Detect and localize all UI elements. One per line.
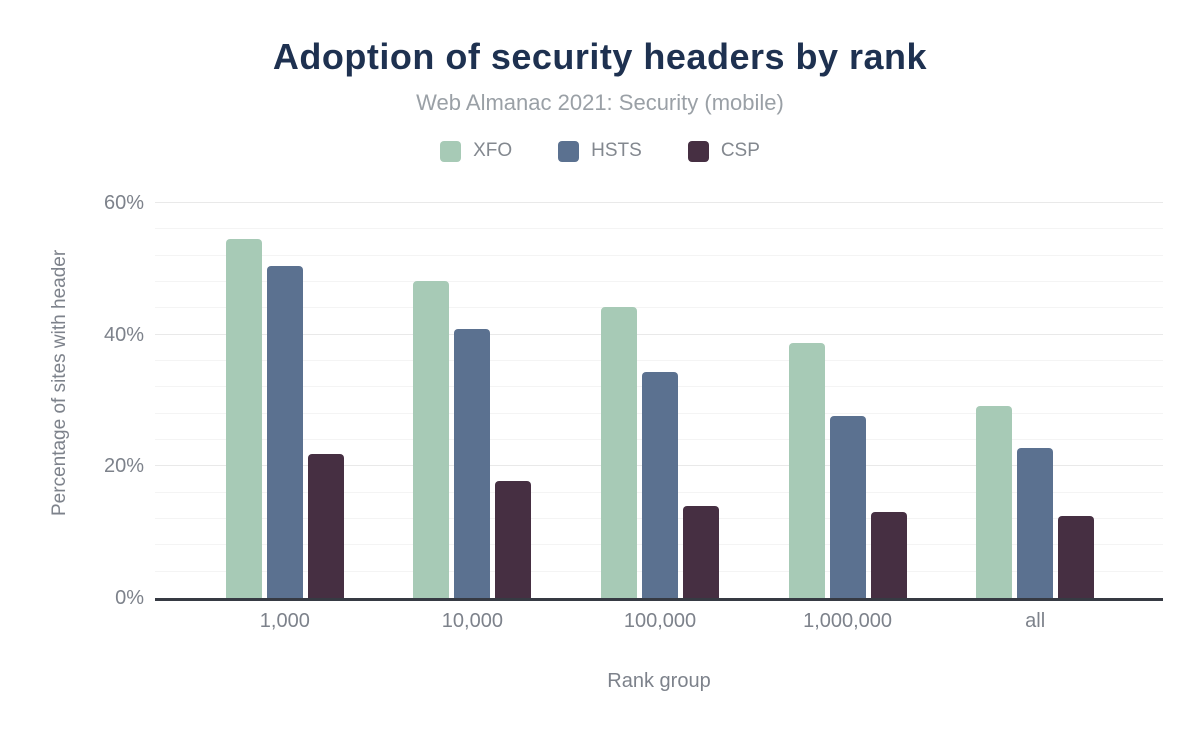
plot-area (155, 202, 1163, 601)
y-tick-label-20: 20% (103, 455, 144, 478)
bar-group-all (941, 203, 1129, 598)
legend-label-xfo: XFO (473, 140, 513, 161)
x-axis-ticks: 1,000 10,000 100,000 1,000,000 all (155, 610, 1163, 633)
bar-hsts-100000[interactable] (641, 371, 678, 598)
bar-group-10000 (379, 203, 567, 598)
legend-swatch-csp (687, 140, 709, 162)
minor-gridline-52 (155, 254, 1163, 256)
bars-layer (155, 203, 1163, 598)
bar-hsts-1000000[interactable] (829, 416, 866, 598)
y-tick-label-40: 40% (103, 323, 144, 346)
bar-hsts-1000[interactable] (266, 265, 303, 598)
legend-swatch-xfo (440, 140, 462, 162)
bar-csp-all[interactable] (1058, 516, 1095, 598)
minor-gridline-56 (155, 228, 1163, 230)
major-gridline-40 (155, 333, 1163, 335)
legend: XFO HSTS CSP (0, 140, 1200, 162)
legend-item-xfo[interactable]: XFO (440, 140, 512, 162)
bar-xfo-1000[interactable] (225, 238, 262, 598)
x-tick-label-100000: 100,000 (623, 610, 697, 632)
y-tick-label-60: 60% (103, 192, 144, 214)
x-tick-label-1000: 1,000 (259, 610, 310, 632)
bar-group-100000 (566, 203, 754, 598)
bar-xfo-10000[interactable] (413, 280, 450, 598)
bar-csp-10000[interactable] (495, 481, 532, 598)
bar-csp-1000000[interactable] (870, 512, 907, 598)
bar-hsts-10000[interactable] (454, 328, 491, 598)
minor-gridline-48 (155, 281, 1163, 282)
x-tick-label-all: all (1025, 610, 1046, 632)
x-axis-title: Rank group (607, 670, 711, 692)
bar-xfo-1000000[interactable] (788, 342, 825, 598)
major-gridline-60 (155, 202, 1163, 203)
y-tick-label-0: 0% (115, 587, 144, 609)
legend-item-csp[interactable]: CSP (687, 140, 760, 162)
bar-csp-100000[interactable] (682, 505, 719, 598)
minor-gridline-36 (155, 360, 1163, 361)
legend-item-hsts[interactable]: HSTS (558, 140, 642, 162)
legend-label-hsts: HSTS (591, 140, 642, 161)
x-tick-label-10000: 10,000 (441, 610, 503, 632)
bar-xfo-all[interactable] (976, 405, 1013, 598)
bar-group-1000 (191, 203, 379, 598)
bar-csp-1000[interactable] (307, 453, 344, 598)
bar-xfo-100000[interactable] (600, 307, 637, 598)
legend-label-csp: CSP (720, 140, 760, 161)
chart-subtitle: Web Almanac 2021: Security (mobile) (416, 90, 784, 115)
chart-title: Adoption of security headers by rank (272, 36, 928, 77)
bar-hsts-all[interactable] (1017, 447, 1054, 598)
minor-gridline-44 (155, 307, 1163, 309)
bar-group-1000000 (754, 203, 942, 598)
y-axis-title: Percentage of sites with header (49, 249, 70, 516)
legend-swatch-hsts (558, 140, 580, 162)
x-tick-label-1000000: 1,000,000 (803, 610, 893, 632)
